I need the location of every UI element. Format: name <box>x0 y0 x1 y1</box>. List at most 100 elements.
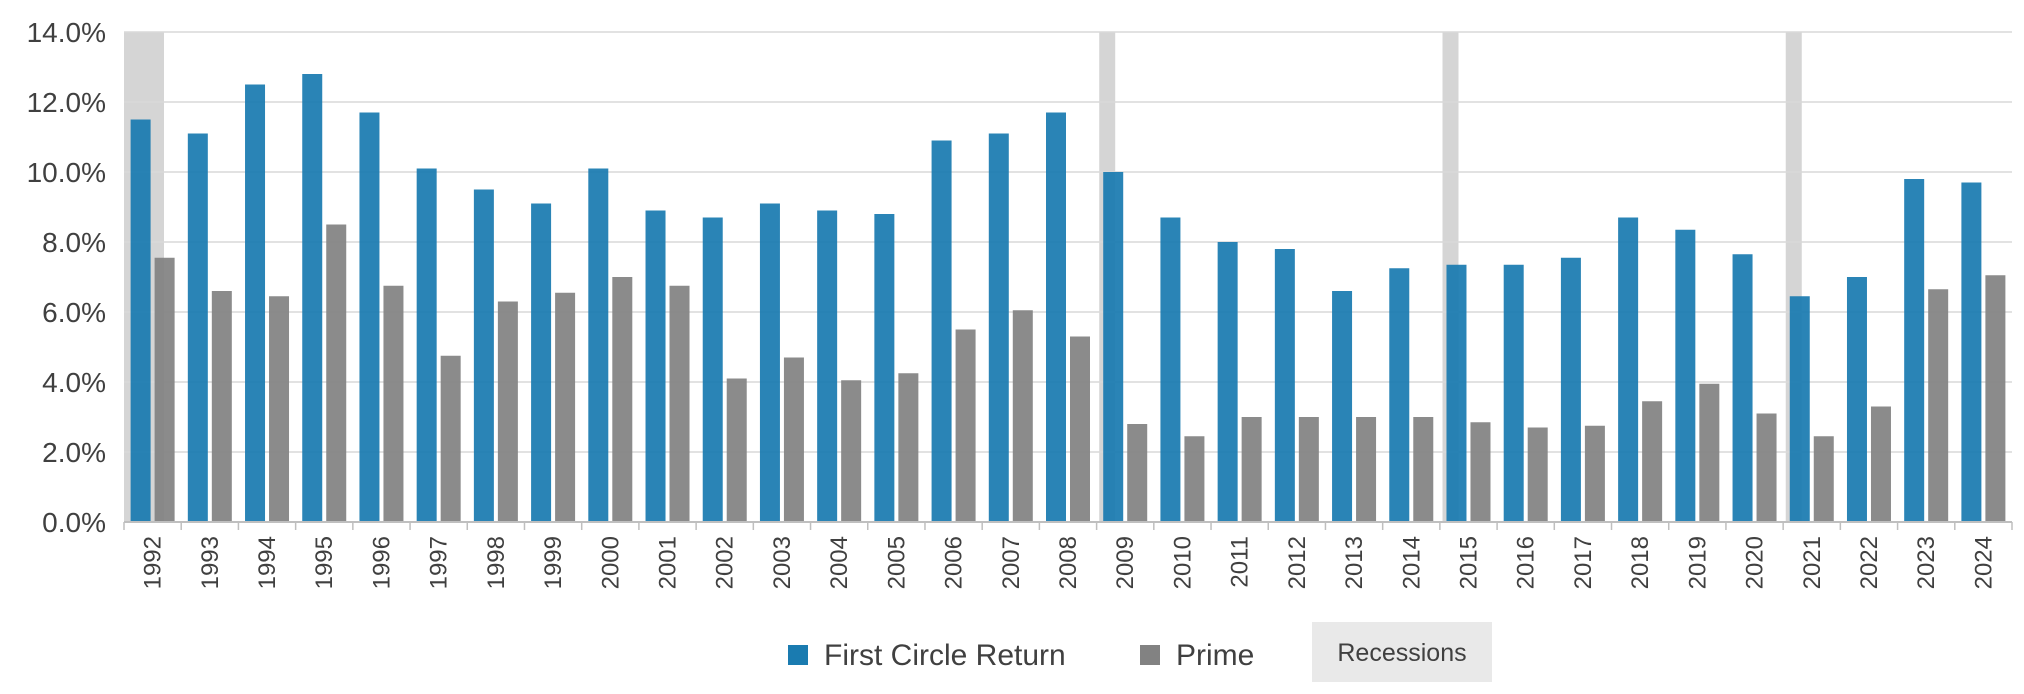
x-tick-label: 2010 <box>1169 536 1196 589</box>
bar-prime-2014 <box>1413 417 1434 522</box>
legend-swatch-recessions <box>1312 622 1492 682</box>
bar-prime-2022 <box>1870 406 1891 522</box>
bar-first-circle-return-2003 <box>759 203 780 522</box>
bar-prime-2023 <box>1928 289 1949 522</box>
bar-prime-2008 <box>1070 336 1090 522</box>
bar-prime-1993 <box>211 291 232 522</box>
y-tick-label: 6.0% <box>42 297 106 328</box>
x-tick-label: 2000 <box>597 536 624 589</box>
bar-prime-1992 <box>154 257 175 522</box>
x-tick-label: 2021 <box>1799 536 1826 589</box>
bar-prime-2021 <box>1813 436 1834 522</box>
bar-first-circle-return-1995 <box>302 74 323 522</box>
bar-prime-2016 <box>1527 427 1548 522</box>
axes: 0.0% 2.0% 4.0% 6.0% 8.0% 10.0% 12.0% 14.0% 1992 1… <box>27 17 2013 589</box>
legend: First Circle Return Prime Recessions <box>788 622 1492 682</box>
bar-first-circle-return-2007 <box>988 133 1009 522</box>
bar-prime-2001 <box>669 285 690 522</box>
bar-first-circle-return-2001 <box>645 210 666 522</box>
bar-first-circle-return-2004 <box>817 210 838 522</box>
bar-prime-2024 <box>1985 275 2006 522</box>
bar-prime-2012 <box>1298 417 1319 522</box>
bar-first-circle-return-2018 <box>1618 217 1639 522</box>
y-tick-label: 2.0% <box>42 437 106 468</box>
bar-first-circle-return-2021 <box>1789 296 1810 522</box>
bar-prime-2003 <box>783 357 804 522</box>
x-tick-label: 2005 <box>883 536 910 589</box>
legend-label-prime: Prime <box>1176 639 1254 672</box>
bar-first-circle-return-2016 <box>1503 264 1524 522</box>
x-tick-label: 2024 <box>1970 536 1997 589</box>
bar-first-circle-return-1999 <box>531 203 552 522</box>
y-tick-label: 4.0% <box>42 367 106 398</box>
bar-prime-1997 <box>440 355 461 522</box>
bar-first-circle-return-2015 <box>1446 264 1467 522</box>
bar-first-circle-return-1993 <box>187 133 208 522</box>
bar-first-circle-return-2024 <box>1961 182 1982 522</box>
y-tick-label: 14.0% <box>27 17 106 48</box>
x-tick-label: 2007 <box>998 536 1025 589</box>
bar-first-circle-return-1994 <box>245 84 266 522</box>
legend-swatch-prime <box>1140 645 1160 665</box>
legend-label-first-circle-return: First Circle Return <box>824 639 1066 672</box>
x-tick-label: 1995 <box>311 536 338 589</box>
y-tick-label: 10.0% <box>27 157 106 188</box>
x-tick-label: 2013 <box>1341 536 1368 589</box>
x-tick-label: 2022 <box>1856 536 1883 589</box>
x-tick-label: 1994 <box>254 536 281 589</box>
x-tick-label: 2002 <box>712 536 739 589</box>
bar-prime-2009 <box>1127 424 1148 522</box>
bar-prime-2010 <box>1184 436 1205 522</box>
x-tick-label: 2001 <box>655 536 682 589</box>
x-tick-label: 2016 <box>1513 536 1540 589</box>
bar-first-circle-return-2000 <box>588 168 609 522</box>
bar-first-circle-return-2011 <box>1217 242 1238 522</box>
x-tick-label: 1997 <box>426 536 453 589</box>
bar-prime-1998 <box>497 301 518 522</box>
x-tick-label: 2019 <box>1684 536 1711 589</box>
x-tick-label: 2008 <box>1055 536 1082 589</box>
x-tick-label: 2009 <box>1112 536 1139 589</box>
bar-prime-2006 <box>955 329 976 522</box>
bar-first-circle-return-2019 <box>1675 229 1696 522</box>
bar-first-circle-return-2010 <box>1160 217 1181 522</box>
bar-prime-1995 <box>326 224 347 522</box>
bar-first-circle-return-2022 <box>1846 277 1867 522</box>
x-tick-label: 2014 <box>1398 536 1425 589</box>
bar-prime-1994 <box>269 296 290 522</box>
gridlines <box>124 31 2012 453</box>
x-tick-label: 1993 <box>197 536 224 589</box>
bar-prime-2013 <box>1356 417 1377 522</box>
bar-prime-2017 <box>1584 425 1605 522</box>
bar-prime-2007 <box>1012 310 1033 522</box>
x-tick-label: 2012 <box>1284 536 1311 589</box>
bar-prime-1999 <box>555 292 576 522</box>
bar-first-circle-return-2023 <box>1904 179 1925 522</box>
y-tick-label: 12.0% <box>27 87 106 118</box>
bar-prime-2019 <box>1699 383 1720 522</box>
y-tick-label: 8.0% <box>42 227 106 258</box>
bar-first-circle-return-1997 <box>416 168 437 522</box>
bar-first-circle-return-2008 <box>1046 112 1066 522</box>
x-tick-label: 1996 <box>368 536 395 589</box>
x-tick-label: 2011 <box>1227 536 1254 588</box>
x-tick-label: 2020 <box>1742 536 1769 589</box>
bar-first-circle-return-2014 <box>1389 268 1410 522</box>
bar-prime-2004 <box>841 380 862 522</box>
bar-first-circle-return-2005 <box>874 214 895 522</box>
bar-prime-2011 <box>1241 417 1262 522</box>
y-tick-label: 0.0% <box>42 507 106 538</box>
bar-prime-2020 <box>1756 413 1777 522</box>
bar-first-circle-return-1998 <box>473 189 494 522</box>
bar-prime-2018 <box>1642 401 1663 522</box>
x-tick-label: 2004 <box>826 536 853 589</box>
x-tick-label: 2018 <box>1627 536 1654 589</box>
legend-label-recessions: Recessions <box>1337 639 1466 667</box>
x-tick-label: 2017 <box>1570 536 1597 589</box>
x-tick-label: 1992 <box>140 536 167 589</box>
bar-first-circle-return-2002 <box>702 217 723 522</box>
x-tick-label: 2023 <box>1913 536 1940 589</box>
bar-first-circle-return-2017 <box>1560 257 1581 522</box>
bar-first-circle-return-2013 <box>1332 291 1353 522</box>
